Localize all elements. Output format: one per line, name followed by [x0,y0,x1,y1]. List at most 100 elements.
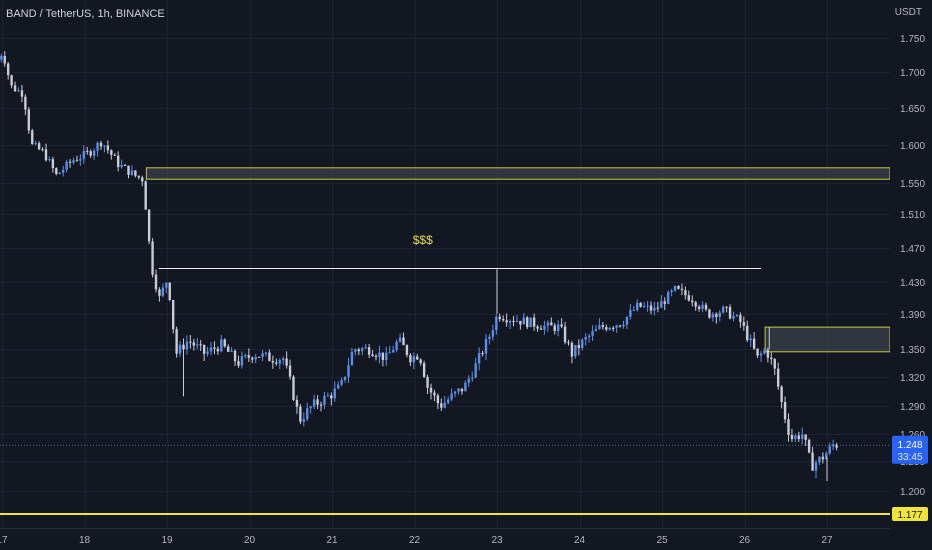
candle-up [395,341,398,351]
candle-down [10,75,13,86]
candle-down [3,55,6,64]
candle-down [37,143,41,150]
candle-up [825,453,828,460]
candle-down [539,328,543,330]
time-tick-label: 19 [161,535,173,546]
candle-up [735,315,739,317]
candle-down [20,90,24,97]
candle-up [732,315,735,319]
candle-up [457,388,460,392]
candle-down [405,345,409,355]
candle-up [443,402,446,408]
candle-down [168,282,171,301]
candle-down [216,348,220,352]
candle-down [24,96,27,110]
candle-down [175,329,178,354]
candle-down [797,435,801,440]
candle-down [44,149,48,161]
candle-up [82,150,86,159]
candle-up [343,376,347,381]
candle-down [13,85,17,92]
candle-down [656,307,660,309]
price-tick-label: 1.600 [900,141,925,152]
candle-up [306,408,309,420]
candle-down [605,327,608,330]
candle-up [0,55,3,60]
candle-up [711,313,715,318]
candle-down [553,325,556,332]
candle-up [220,339,223,352]
candle-down [75,160,79,162]
candle-up [385,352,388,361]
candle-up [636,302,639,310]
candle-down [422,363,426,378]
candle-down [790,434,794,440]
candle-down [742,322,746,326]
candle-down [113,154,116,156]
candle-down [570,342,574,357]
candle-down [141,177,144,182]
candle-down [316,399,319,405]
candle-down [725,306,728,308]
candle-down [110,150,113,155]
candle-down [233,350,237,362]
candle-up [653,307,656,311]
candle-down [299,406,302,422]
candle-up [453,391,457,394]
candle-up [488,336,491,339]
candle-up [34,143,37,145]
candle-down [684,290,687,296]
candle-down [271,361,275,363]
candle-up [763,349,766,354]
candle-up [508,321,512,323]
candle-up [625,316,629,325]
candle-up [326,395,330,397]
candle-down [639,302,642,307]
candle-up [587,335,591,338]
candle-down [223,339,226,347]
candle-down [550,322,553,326]
candle-up [794,435,797,440]
candle-up [244,355,247,357]
candle-down [319,404,323,406]
candle-down [99,142,103,147]
current-price-tag[interactable] [892,435,928,464]
candle-down [367,347,371,355]
candle-up [240,356,244,366]
candle-down [680,288,684,291]
candle-down [501,319,505,321]
price-tick-label: 1.650 [900,104,925,115]
candle-down [752,338,756,349]
candle-up [333,388,336,399]
price-tick-label: 1.290 [900,402,925,413]
candle-down [577,345,581,349]
candle-down [381,352,385,361]
candle-down [226,346,230,352]
candle-up [388,352,391,354]
candle-down [677,285,680,289]
candle-up [673,285,677,291]
candle-up [464,382,467,392]
candle-up [364,347,367,349]
candle-up [718,312,721,318]
price-tick-label: 1.390 [900,310,925,321]
candle-up [495,316,498,331]
candle-up [261,353,264,357]
candle-down [171,300,175,330]
time-tick-label: 18 [79,535,91,546]
candle-up [196,344,199,346]
lower-supply-zone[interactable] [764,326,891,353]
candle-up [378,352,381,358]
candle-down [804,434,807,440]
candle-up [340,380,343,385]
upper-supply-zone[interactable] [145,167,891,180]
candle-down [151,241,154,275]
support-level-tag[interactable] [892,507,928,521]
candle-up [467,378,471,383]
candle-up [642,306,646,308]
symbol-title: BAND / TetherUS, 1h, BINANCE [6,8,165,20]
candle-down [756,348,759,356]
candle-up [598,325,601,329]
